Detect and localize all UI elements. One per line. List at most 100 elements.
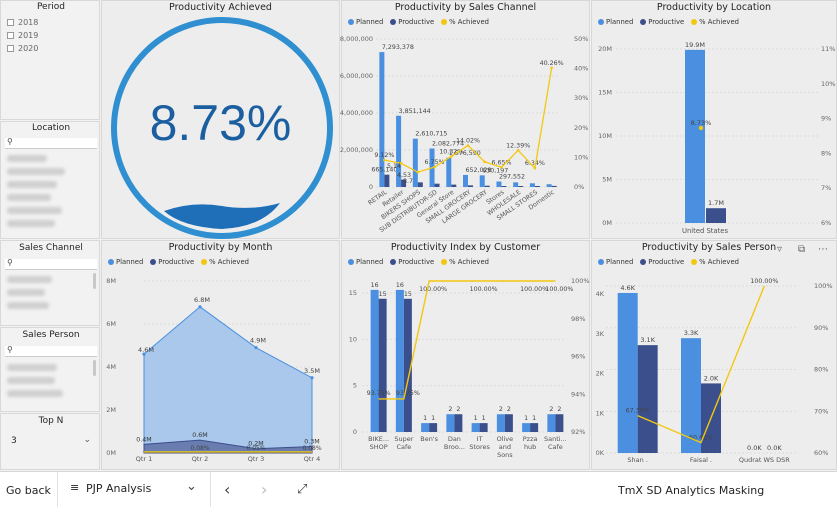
point-planned <box>310 376 314 380</box>
sales-channel-search-input[interactable]: ⚲ <box>5 258 97 270</box>
data-label-planned: 2 <box>549 406 553 413</box>
x-tick-label: Qtr 2 <box>192 455 209 463</box>
legend-item-achieved[interactable]: % Achieved <box>691 258 739 266</box>
legend-item-planned[interactable]: Planned <box>598 258 633 266</box>
legend-item-achieved[interactable]: % Achieved <box>691 18 739 26</box>
legend-item-achieved[interactable]: % Achieved <box>441 258 489 266</box>
checkbox-icon[interactable] <box>7 19 14 26</box>
scrollbar[interactable] <box>93 360 96 376</box>
y-tick-label: 1K <box>596 409 605 417</box>
bar-productive <box>530 423 539 432</box>
point-achieved <box>416 170 420 174</box>
legend-item-productive[interactable]: Productive <box>390 18 434 26</box>
y2-tick-label: 90% <box>814 324 828 332</box>
legend-item-productive[interactable]: Productive <box>150 258 194 266</box>
masked-list-item[interactable] <box>7 364 57 371</box>
data-label-achieved: 100.00% <box>545 286 573 293</box>
period-option-2019[interactable]: 2019 <box>7 31 38 40</box>
x-tick-label: Ben's <box>420 435 438 443</box>
chart-legend: Planned Productive % Achieved <box>348 258 489 266</box>
y2-tick-label: 30% <box>574 94 588 102</box>
chart-customer[interactable]: Productivity Index by Customer Planned P… <box>341 240 590 470</box>
sales-person-search-input[interactable]: ⚲ <box>5 345 97 357</box>
period-option-2018[interactable]: 2018 <box>7 18 38 27</box>
search-icon: ⚲ <box>7 258 13 267</box>
legend-item-planned[interactable]: Planned <box>348 18 383 26</box>
chart-sales-person[interactable]: Productivity by Sales Person Planned Pro… <box>591 240 837 470</box>
filter-icon[interactable]: ▿ <box>777 244 783 255</box>
data-label-achieved: 67.39% <box>626 408 650 415</box>
go-back-button[interactable]: Go back <box>6 484 51 497</box>
line-achieved <box>637 285 765 444</box>
masked-list-item[interactable] <box>7 168 65 175</box>
data-label-planned: 3.3K <box>684 329 699 337</box>
topn-value: 3 <box>11 436 17 446</box>
bar-productive <box>706 208 726 223</box>
masked-list-item[interactable] <box>7 194 51 201</box>
data-label-planned: 0.0K <box>747 444 762 452</box>
x-tick-label: Cafe <box>396 443 411 451</box>
chart-title: Productivity by Sales Person <box>641 242 777 253</box>
legend-item-productive[interactable]: Productive <box>640 258 684 266</box>
more-options-icon[interactable]: ⋯ <box>818 244 828 255</box>
focus-mode-icon[interactable]: ⧉ <box>798 244 806 255</box>
legend-label: % Achieved <box>699 258 739 266</box>
legend-item-planned[interactable]: Planned <box>598 18 633 26</box>
chevron-down-icon[interactable]: ⌄ <box>83 435 91 445</box>
y-tick-label: 4,000,000 <box>340 109 373 117</box>
previous-page-icon[interactable]: ‹ <box>224 480 231 499</box>
chart-location[interactable]: Productivity by Location Planned Product… <box>591 0 837 239</box>
topn-dropdown[interactable]: 3 ⌄ <box>11 435 93 450</box>
masked-list-item[interactable] <box>7 220 55 227</box>
masked-list-item[interactable] <box>7 207 62 214</box>
x-tick-label: IT <box>477 435 483 443</box>
legend-item-achieved[interactable]: % Achieved <box>441 18 489 26</box>
masked-list-item[interactable] <box>7 377 55 384</box>
legend-item-achieved[interactable]: % Achieved <box>201 258 249 266</box>
scrollbar[interactable] <box>93 273 96 289</box>
masked-list-item[interactable] <box>7 302 49 309</box>
data-label-productive: 0.3M <box>304 439 319 446</box>
checkbox-icon[interactable] <box>7 32 14 39</box>
x-tick-label: Faisal . <box>690 456 712 464</box>
legend-label: % Achieved <box>699 18 739 26</box>
masked-list-item[interactable] <box>7 181 57 188</box>
page-selector[interactable]: ≡ PJP Analysis ⌄ <box>70 479 200 500</box>
kpi-wave-fill <box>164 203 280 229</box>
period-option-label: 2019 <box>18 31 39 40</box>
legend-item-productive[interactable]: Productive <box>640 18 684 26</box>
y-tick-label: 20M <box>598 45 612 53</box>
masked-list-item[interactable] <box>7 289 45 296</box>
legend-label: Productive <box>398 18 435 26</box>
y-tick-label: 8M <box>106 277 116 285</box>
data-label-achieved: 14.02% <box>456 138 480 145</box>
chart-sales-channel[interactable]: Productivity by Sales Channel Planned Pr… <box>340 0 590 239</box>
data-label-planned: 652,028 <box>466 167 492 174</box>
legend-item-productive[interactable]: Productive <box>390 258 434 266</box>
bar-planned <box>522 423 531 432</box>
chart-month[interactable]: Productivity by Month Planned Productive… <box>101 240 340 470</box>
data-label-planned: 1 <box>474 415 478 422</box>
legend-item-planned[interactable]: Planned <box>108 258 143 266</box>
y2-tick-label: 10% <box>574 153 588 161</box>
collapse-icon[interactable]: ⤢ <box>297 482 308 497</box>
x-tick-label: Olive <box>497 435 514 443</box>
masked-list-item[interactable] <box>7 390 63 397</box>
chevron-down-icon[interactable]: ⌄ <box>186 479 197 494</box>
location-search-input[interactable]: ⚲ <box>5 137 97 149</box>
bar-productive <box>378 298 387 432</box>
legend-item-planned[interactable]: Planned <box>348 258 383 266</box>
legend-label: Planned <box>356 18 384 26</box>
bar-planned <box>513 182 519 187</box>
legend-label: Productive <box>398 258 435 266</box>
bar-planned <box>546 184 552 187</box>
checkbox-icon[interactable] <box>7 45 14 52</box>
masked-list-item[interactable] <box>7 276 52 283</box>
masked-list-item[interactable] <box>7 155 47 162</box>
legend-label: Productive <box>648 18 685 26</box>
period-option-2020[interactable]: 2020 <box>7 44 38 53</box>
next-page-icon[interactable]: › <box>261 480 268 499</box>
sales-channel-slicer-title: Sales Channel <box>19 243 83 253</box>
bar-productive <box>479 423 488 432</box>
data-label-achieved: 100.00% <box>520 286 548 293</box>
